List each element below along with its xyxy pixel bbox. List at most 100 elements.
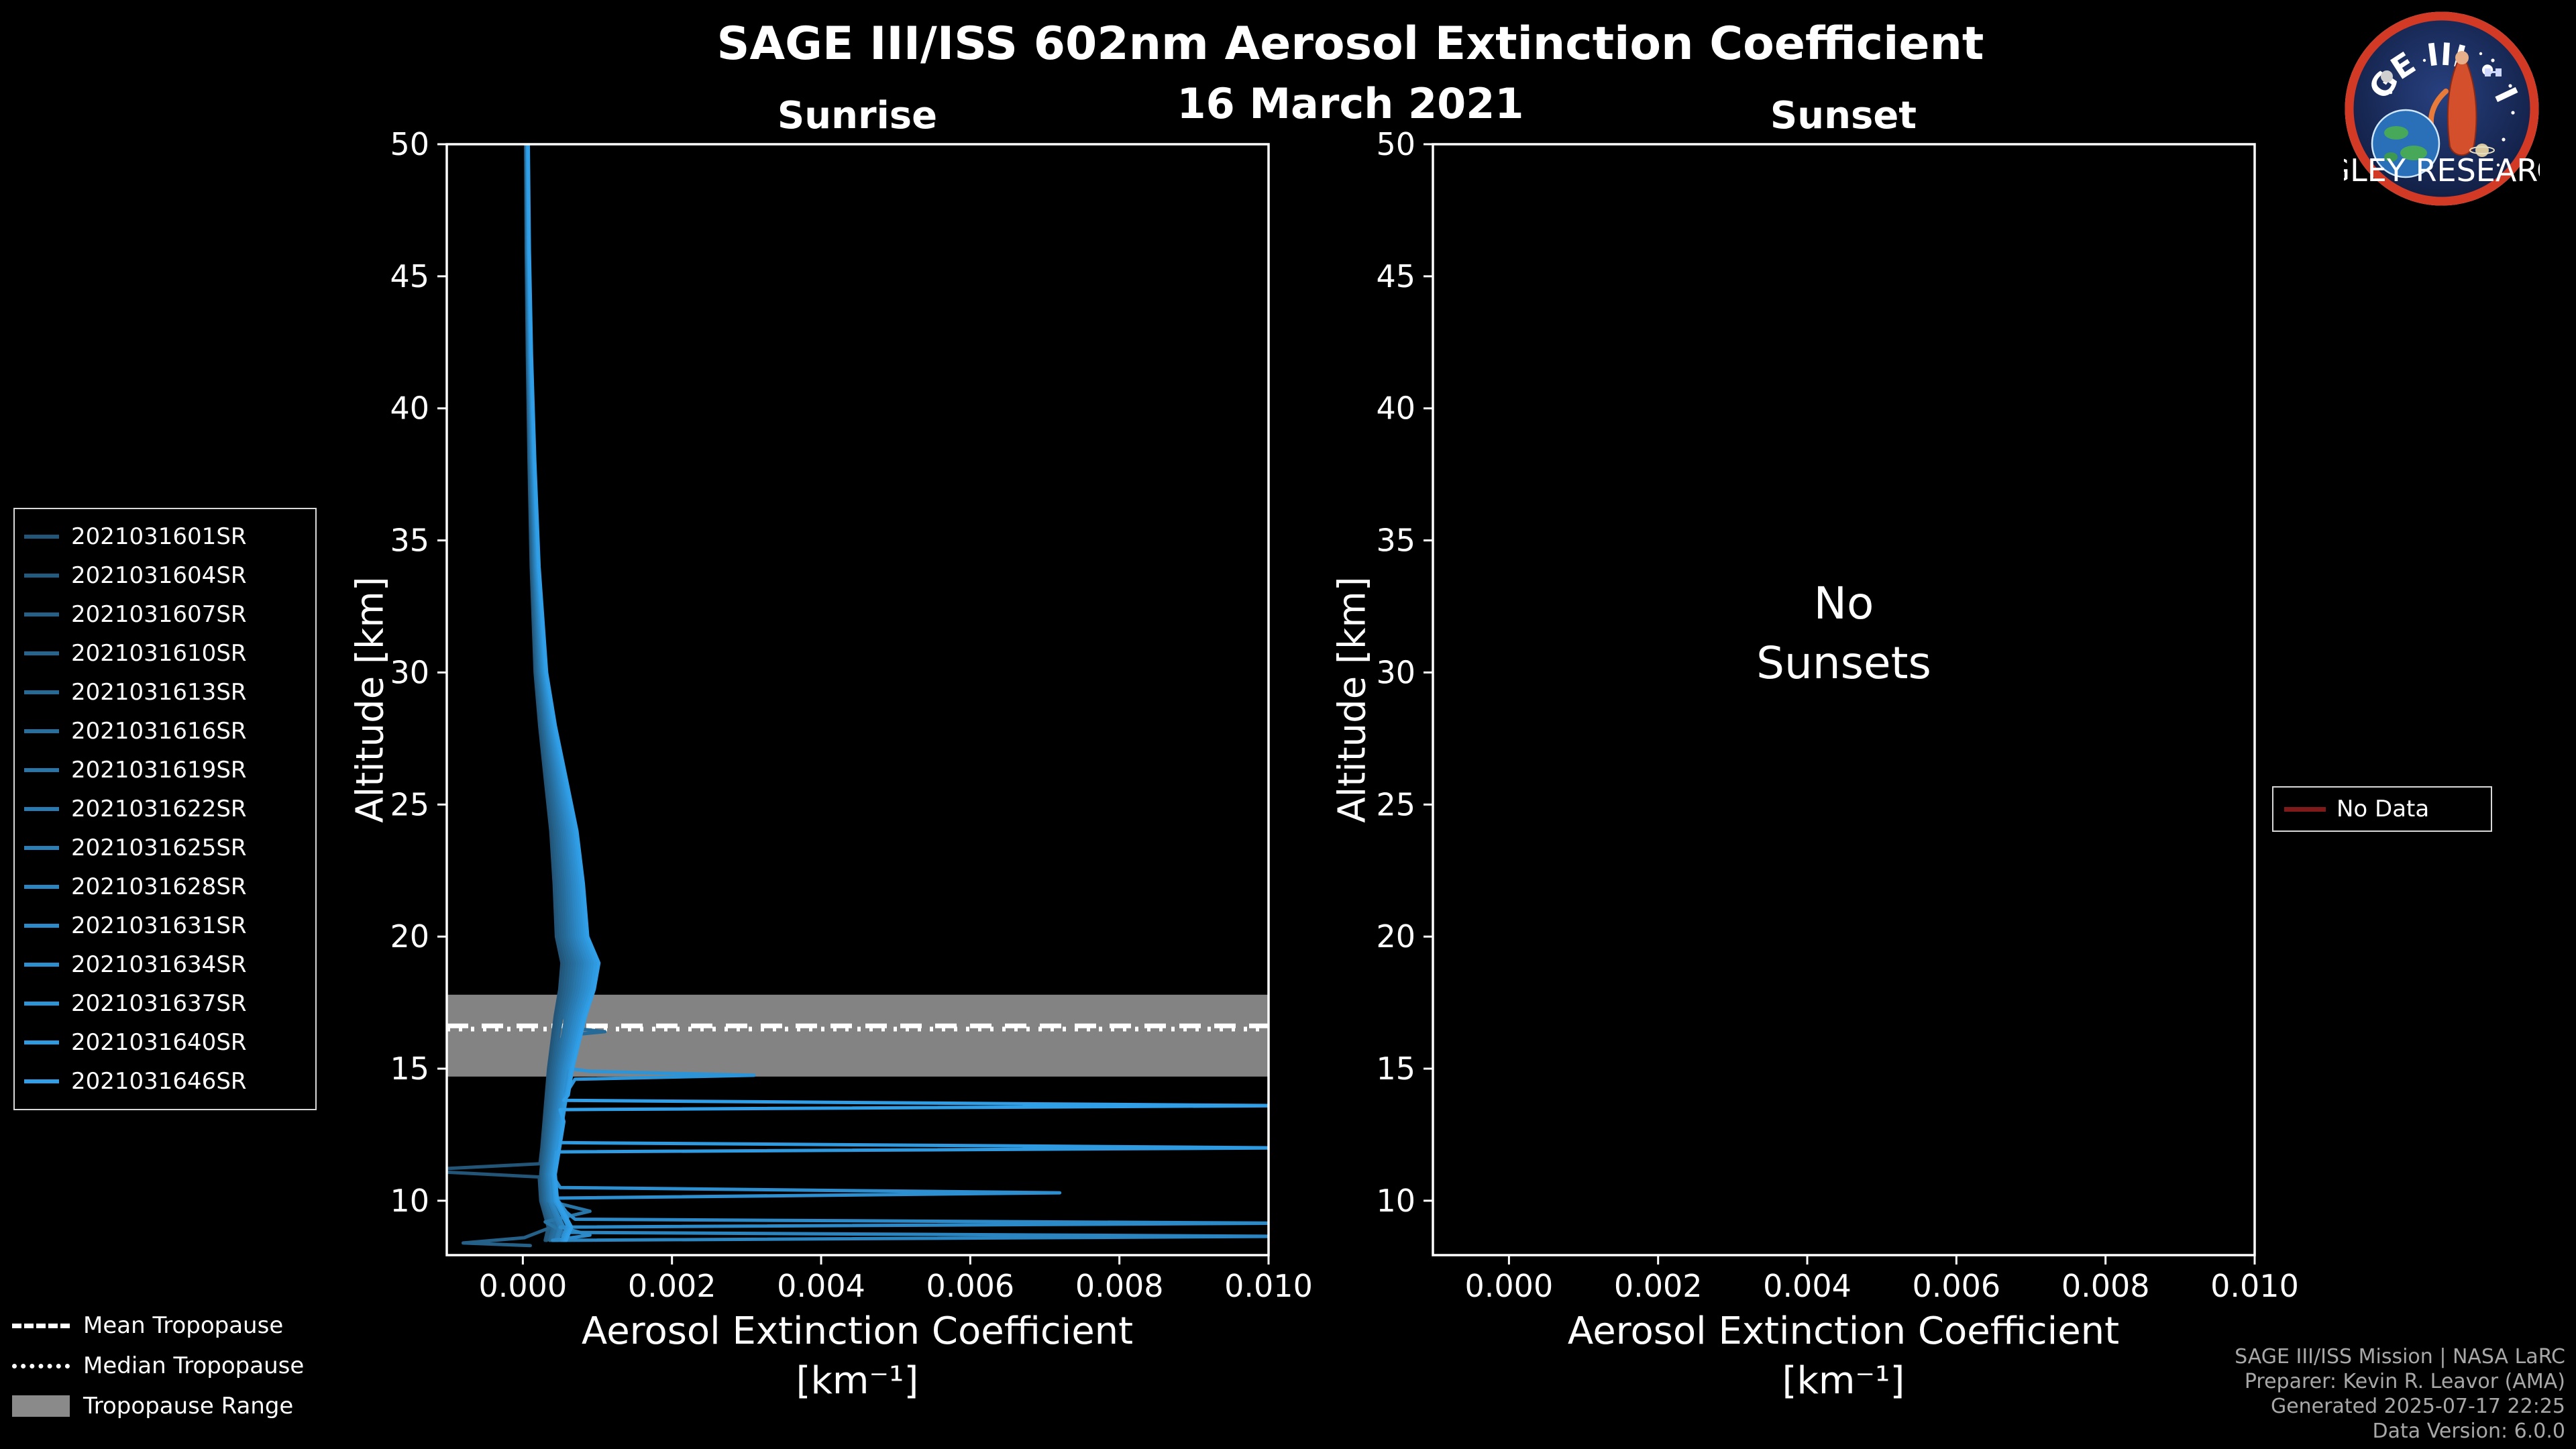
y-tick-label: 15 [390,1051,429,1087]
x-tick-label: 0.008 [1075,1268,1164,1304]
y-tick-label: 30 [390,654,429,690]
legend-item-label: 2021031634SR [71,951,247,978]
legend-item-label: 2021031619SR [71,757,247,784]
legend-item: 2021031631SR [24,906,306,945]
legend-line-swatch [24,768,59,772]
legend-line-swatch [24,807,59,811]
sunrise-xunits: [km⁻¹] [796,1359,919,1403]
legend-item: 2021031607SR [24,595,306,634]
sage-logo-graphic: SAGE III • ISS NASA LANG [2169,0,2576,206]
y-tick-label: 20 [1376,918,1415,955]
legend-item-label: 2021031613SR [71,679,247,706]
sunrise-chart: 0.000 0.002 0.004 0.006 0.008 0.010 10 15 20 25 30… [390,126,1312,1304]
logo-iss [2485,68,2502,76]
dashed-line-icon [12,1323,70,1328]
sunset-xunits: [km⁻¹] [1782,1359,1905,1403]
legend-item: 2021031601SR [24,517,306,556]
legend-item-label: 2021031622SR [71,796,247,822]
mean-tropopause-label: Mean Tropopause [83,1312,284,1339]
sunrise-xlabel: Aerosol Extinction Coefficient [581,1309,1134,1353]
logo-stars [2389,52,2515,167]
x-tick-label: 0.008 [2061,1268,2150,1304]
sunrise-plot-area: 0.000 0.002 0.004 0.006 0.008 0.010 10 15 20 25 30… [390,126,1312,1304]
legend-line-swatch [24,535,59,539]
legend-item: 2021031619SR [24,751,306,790]
legend-item-label: 2021031637SR [71,990,247,1017]
x-tick-label: 0.002 [628,1268,716,1304]
x-tick-label: 0.000 [479,1268,568,1304]
y-tick-label: 30 [1376,654,1415,690]
y-tick-label: 40 [1376,390,1415,427]
y-tick-label: 50 [1376,126,1415,162]
y-tick-label: 45 [1376,258,1415,294]
sunset-chart: 0.000 0.002 0.004 0.006 0.008 0.010 10 15 20 25 30… [1376,126,2298,1304]
legend-line-swatch [24,574,59,578]
x-tick-label: 0.010 [2210,1268,2299,1304]
legend-line-swatch [24,1079,59,1083]
legend-item-label: 2021031601SR [71,523,247,550]
legend-item-label: 2021031628SR [71,873,247,900]
credit-preparer: Preparer: Kevin R. Leavor (AMA) [2244,1370,2565,1393]
legend-line-swatch [24,1040,59,1044]
figure-title: SAGE III/ISS 602nm Aerosol Extinction Co… [716,17,1984,70]
y-tick-label: 35 [390,523,429,559]
legend-item-label: 2021031631SR [71,912,247,939]
x-tick-label: 0.010 [1224,1268,1313,1304]
sunrise-events-legend: 2021031601SR 2021031604SR 2021031607SR 2021… [13,508,317,1110]
legend-line-swatch [24,651,59,655]
x-tick-label: 0.006 [926,1268,1015,1304]
legend-item: 2021031622SR [24,790,306,828]
legend-item-label: 2021031616SR [71,718,247,745]
y-tick-label: 35 [1376,523,1415,559]
legend-item: 2021031625SR [24,828,306,867]
legend-item: 2021031628SR [24,867,306,906]
legend-line-swatch [24,690,59,694]
y-tick-label: 25 [1376,786,1415,822]
logo-saturn [2469,144,2495,157]
logo-ring-text: NASA LANGLEY RESEARCH CENTER [2344,152,2540,189]
median-tropopause-label: Median Tropopause [83,1352,305,1379]
legend-item: 2021031616SR [24,712,306,751]
legend-item: 2021031637SR [24,984,306,1023]
legend-item-label: 2021031646SR [71,1068,247,1095]
legend-line-swatch [24,963,59,967]
sunset-panel-title: Sunset [1770,94,1917,138]
sunset-plot-area: 0.000 0.002 0.004 0.006 0.008 0.010 10 15 20 25 30… [1376,126,2298,1304]
sunset-xlabel: Aerosol Extinction Coefficient [1567,1309,2120,1353]
credit-data-version: Data Version: 6.0.0 [2372,1419,2565,1443]
x-tick-label: 0.006 [1913,1268,2001,1304]
legend-item-label: 2021031625SR [71,835,247,861]
legend-item-label: 2021031610SR [71,640,247,667]
legend-item: 2021031610SR [24,634,306,673]
no-data-legend: No Data [2272,786,2492,832]
figure-date: 16 March 2021 [1177,79,1524,128]
legend-line-swatch [24,612,59,616]
legend-item: 2021031634SR [24,945,306,984]
legend-item-label: 2021031604SR [71,562,247,589]
no-data-label: No Data [2337,796,2430,822]
y-tick-label: 40 [390,390,429,427]
legend-line-swatch [24,729,59,733]
x-tick-label: 0.004 [777,1268,865,1304]
logo-moon [2381,70,2393,83]
x-tick-label: 0.000 [1465,1268,1554,1304]
legend-line-swatch [24,846,59,850]
y-tick-label: 10 [1376,1183,1415,1219]
x-tick-label: 0.004 [1763,1268,1851,1304]
legend-item: 2021031640SR [24,1023,306,1062]
y-tick-label: 25 [390,786,429,822]
sage-iii-iss-logo: SAGE III • ISS NASA LANG [2169,0,2576,207]
y-tick-label: 50 [390,126,429,162]
y-tick-label: 15 [1376,1051,1415,1087]
credits: SAGE III/ISS Mission | NASA LaRC Prepare… [2235,1344,2565,1444]
tropopause-range-legend-item: Tropopause Range [12,1386,304,1426]
tropopause-range-label: Tropopause Range [83,1393,294,1419]
y-tick-label: 10 [390,1183,429,1219]
sunrise-panel-title: Sunrise [777,94,938,138]
legend-item: 2021031604SR [24,556,306,595]
mean-tropopause-legend-item: Mean Tropopause [12,1305,304,1346]
y-tick-label: 20 [390,918,429,955]
gray-patch-icon [12,1395,70,1417]
credit-generated: Generated 2025-07-17 22:25 [2270,1395,2565,1418]
credit-mission: SAGE III/ISS Mission | NASA LaRC [2235,1345,2565,1368]
